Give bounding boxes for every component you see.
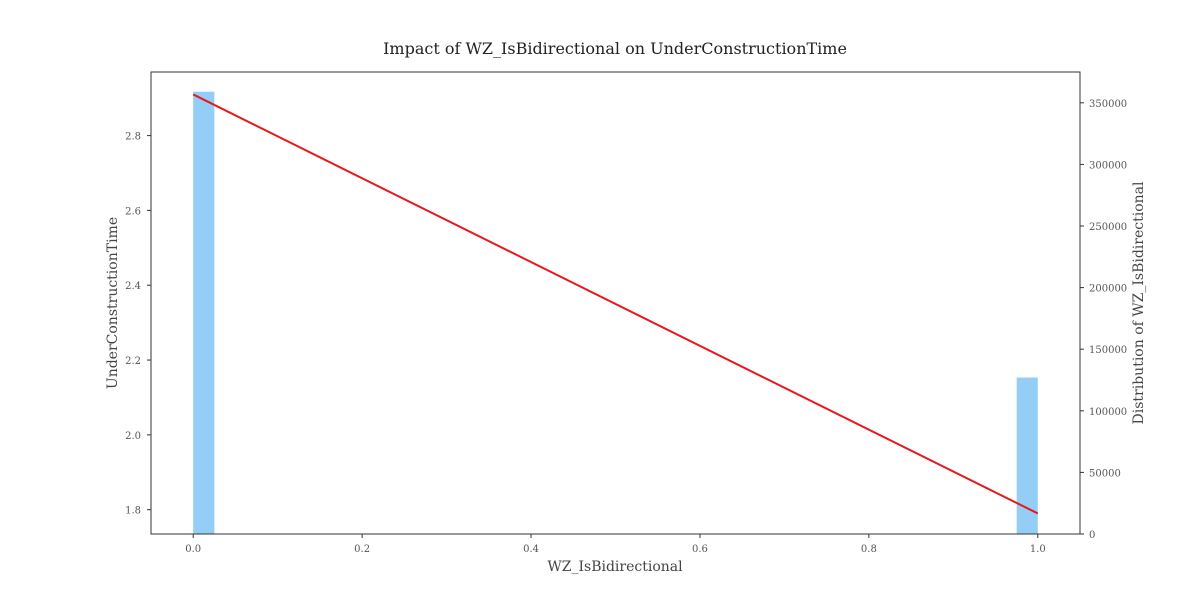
y-axis-ticks: 1.8 2.0 2.2 2.4 2.6 2.8: [125, 132, 151, 517]
histogram-bars: [193, 91, 1038, 534]
y-tick-label: 2.4: [125, 281, 141, 292]
trend-line-layer: [192, 93, 1039, 515]
y2-tick-label: 100000: [1089, 407, 1127, 418]
histogram-bar: [1016, 377, 1038, 534]
x-tick-label: 1.0: [1030, 544, 1046, 555]
y2-tick-label: 50000: [1089, 468, 1121, 479]
chart-title: Impact of WZ_IsBidirectional on UnderCon…: [383, 39, 847, 58]
y-tick-label: 1.8: [125, 506, 141, 517]
x-tick-label: 0.0: [185, 544, 201, 555]
y-tick-label: 2.2: [125, 356, 141, 367]
y2-tick-label: 300000: [1089, 160, 1127, 171]
y-tick-label: 2.8: [125, 132, 141, 143]
y2-axis-label: Distribution of WZ_IsBidirectional: [1131, 181, 1147, 424]
y2-tick-label: 200000: [1089, 284, 1127, 295]
plot-frame: [150, 71, 1081, 535]
x-tick-label: 0.6: [692, 544, 708, 555]
trend-line: [192, 93, 1039, 515]
histogram-bar: [193, 91, 215, 534]
y-tick-label: 2.0: [125, 431, 141, 442]
y2-tick-label: 150000: [1089, 345, 1127, 356]
y2-tick-label: 250000: [1089, 222, 1127, 233]
y2-tick-label: 0: [1089, 530, 1095, 541]
x-tick-label: 0.8: [861, 544, 877, 555]
y2-tick-label: 350000: [1089, 99, 1127, 110]
y2-axis-ticks: 0 50000 100000 150000 200000 250000 300000 3500…: [1080, 99, 1127, 541]
x-tick-label: 0.2: [354, 544, 370, 555]
y-axis-label: UnderConstructionTime: [105, 217, 121, 389]
x-axis-ticks: 0.0 0.2 0.4 0.6 0.8 1.0: [185, 534, 1046, 555]
y-tick-label: 2.6: [125, 206, 141, 217]
x-axis-label: WZ_IsBidirectional: [547, 559, 683, 575]
x-tick-label: 0.4: [523, 544, 539, 555]
